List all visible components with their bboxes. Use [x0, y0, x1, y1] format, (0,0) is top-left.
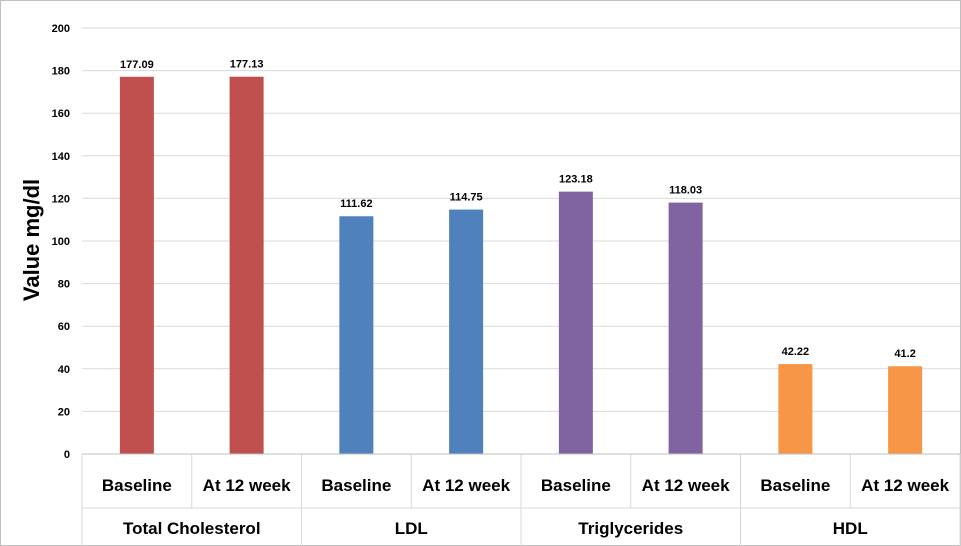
y-axis: 0 20 40 60 80 100 120 140 160 180 200: [52, 23, 70, 461]
bar: [778, 364, 813, 454]
bar: [119, 76, 154, 454]
y-tick-label: 0: [64, 449, 70, 461]
bar: [888, 366, 923, 454]
x-group-label: HDL: [833, 519, 868, 538]
y-tick-label: 160: [52, 108, 70, 120]
data-label: 111.62: [340, 198, 372, 210]
bar: [668, 202, 703, 454]
x-category-label: At 12 week: [642, 476, 730, 495]
data-label: 118.03: [669, 185, 702, 197]
data-label: 114.75: [450, 192, 483, 204]
x-category-label: Baseline: [102, 476, 172, 495]
y-tick-label: 40: [58, 364, 70, 376]
y-tick-label: 20: [58, 406, 70, 418]
data-label: 41.2: [894, 348, 915, 360]
x-category-label: At 12 week: [203, 476, 291, 495]
bar: [558, 191, 593, 455]
x-group-label: Triglycerides: [578, 519, 683, 538]
bar: [339, 216, 374, 454]
bar: [449, 209, 484, 454]
data-label: 177.09: [120, 59, 154, 71]
data-label: 177.13: [230, 59, 264, 71]
y-tick-label: 60: [58, 321, 70, 333]
x-category-label: Baseline: [541, 476, 611, 495]
y-tick-label: 140: [52, 151, 70, 163]
data-labels: 177.09 177.13 111.62 114.75 123.18 118.03 42.2…: [120, 59, 916, 361]
y-tick-label: 100: [52, 236, 70, 248]
y-axis-title: Value mg/dl: [19, 179, 44, 301]
bar: [229, 76, 264, 454]
y-tick-label: 80: [58, 279, 70, 291]
x-axis: Baseline At 12 week Total Cholesterol Basel…: [81, 453, 961, 546]
y-tick-label: 200: [52, 23, 70, 35]
data-label: 123.18: [559, 174, 593, 186]
bars: [119, 76, 923, 455]
x-category-label: At 12 week: [861, 476, 949, 495]
x-category-label: Baseline: [760, 476, 830, 495]
x-category-label: At 12 week: [422, 476, 510, 495]
x-group-label: LDL: [395, 519, 428, 538]
x-group-label: Total Cholesterol: [123, 519, 261, 538]
data-label: 42.22: [782, 346, 810, 358]
y-tick-label: 180: [52, 66, 70, 78]
y-tick-label: 120: [52, 193, 70, 205]
x-category-label: Baseline: [321, 476, 391, 495]
gridlines: [82, 27, 960, 455]
